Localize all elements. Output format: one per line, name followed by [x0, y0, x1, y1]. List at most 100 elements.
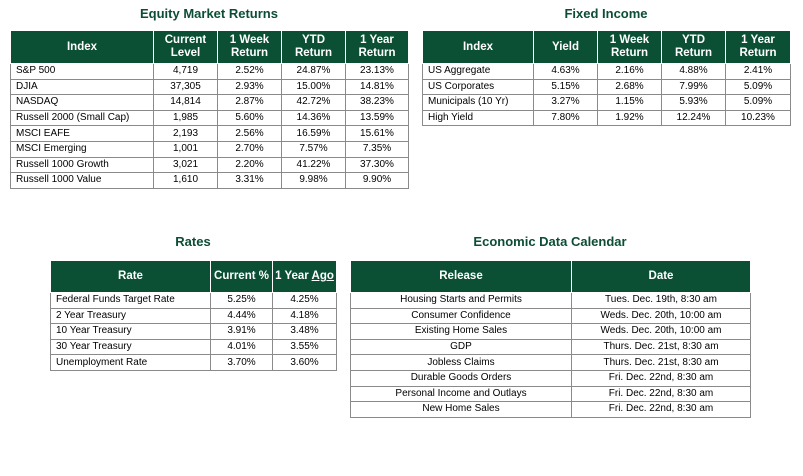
equity-cell: 2.20%	[217, 156, 282, 174]
equity-cell: 2.87%	[217, 94, 282, 111]
rates-row: Unemployment Rate 3.70% 3.60%	[50, 354, 337, 371]
equity-cell: Russell 1000 Value	[10, 172, 154, 189]
fixed-table: Index Yield 1 Week Return YTD Return 1 Y…	[422, 30, 791, 127]
equity-table: Index Current Level 1 Week Return YTD Re…	[10, 30, 409, 189]
fixed-cell: 4.63%	[533, 63, 598, 80]
rates-table: Rate Current % 1 Year Ago Federal Funds …	[50, 260, 337, 371]
calendar-cell: Fri. Dec. 22nd, 8:30 am	[571, 385, 751, 403]
calendar-cell: Fri. Dec. 22nd, 8:30 am	[571, 401, 751, 418]
fixed-header-ytd: YTD Return	[661, 30, 726, 64]
rates-row: 10 Year Treasury 3.91% 3.48%	[50, 323, 337, 340]
equity-cell: 5.60%	[217, 109, 282, 127]
equity-row: MSCI EAFE 2,193 2.56% 16.59% 15.61%	[10, 125, 409, 142]
equity-cell: NASDAQ	[10, 94, 154, 111]
equity-row: S&P 500 4,719 2.52% 24.87% 23.13%	[10, 63, 409, 80]
calendar-cell: Fri. Dec. 22nd, 8:30 am	[571, 369, 751, 387]
rates-header-current: Current %	[210, 260, 273, 293]
calendar-cell: Weds. Dec. 20th, 10:00 am	[571, 307, 751, 325]
rates-cell: 30 Year Treasury	[50, 338, 211, 356]
equity-cell: 24.87%	[281, 63, 346, 80]
fixed-cell: US Corporates	[422, 78, 534, 96]
equity-row: MSCI Emerging 1,001 2.70% 7.57% 7.35%	[10, 140, 409, 158]
equity-cell: 9.90%	[345, 172, 409, 189]
equity-cell: 1,985	[153, 109, 218, 127]
equity-cell: 2.52%	[217, 63, 282, 80]
rates-cell: 3.55%	[272, 338, 337, 356]
calendar-header-row: Release Date	[350, 260, 751, 293]
rates-header-row: Rate Current % 1 Year Ago	[50, 260, 337, 293]
fixed-cell: 5.15%	[533, 78, 598, 96]
fixed-cell: 2.16%	[597, 63, 662, 80]
rates-cell: 4.25%	[272, 292, 337, 309]
equity-cell: 7.35%	[345, 140, 409, 158]
fixed-cell: 7.99%	[661, 78, 726, 96]
rates-cell: 3.48%	[272, 323, 337, 340]
equity-cell: 16.59%	[281, 125, 346, 142]
equity-cell: 1,610	[153, 172, 218, 189]
fixed-cell: 7.80%	[533, 109, 598, 127]
equity-cell: 2.56%	[217, 125, 282, 142]
rates-cell: 2 Year Treasury	[50, 307, 211, 325]
equity-header-index: Index	[10, 30, 154, 64]
rates-row: 2 Year Treasury 4.44% 4.18%	[50, 307, 337, 325]
calendar-row: Durable Goods Orders Fri. Dec. 22nd, 8:30…	[350, 369, 751, 387]
fixed-row: High Yield 7.80% 1.92% 12.24% 10.23%	[422, 109, 791, 127]
fixed-cell: 2.41%	[725, 63, 791, 80]
rates-cell: 3.70%	[210, 354, 273, 371]
fixed-cell: 1.92%	[597, 109, 662, 127]
rates-title: Rates	[175, 234, 211, 249]
equity-cell: 14.81%	[345, 78, 409, 96]
rates-row: Federal Funds Target Rate 5.25% 4.25%	[50, 292, 337, 309]
equity-cell: 14.36%	[281, 109, 346, 127]
equity-cell: 42.72%	[281, 94, 346, 111]
rates-cell: 4.18%	[272, 307, 337, 325]
rates-cell: Federal Funds Target Rate	[50, 292, 211, 309]
fixed-cell: Municipals (10 Yr)	[422, 94, 534, 111]
fixed-row: US Aggregate 4.63% 2.16% 4.88% 2.41%	[422, 63, 791, 80]
equity-row: Russell 2000 (Small Cap) 1,985 5.60% 14.36%…	[10, 109, 409, 127]
rates-cell: 5.25%	[210, 292, 273, 309]
equity-row: DJIA 37,305 2.93% 15.00% 14.81%	[10, 78, 409, 96]
rates-cell: Unemployment Rate	[50, 354, 211, 371]
equity-header-row: Index Current Level 1 Week Return YTD Re…	[10, 30, 409, 64]
rates-header-rate: Rate	[50, 260, 211, 293]
fixed-cell: 5.09%	[725, 94, 791, 111]
fixed-header-yield: Yield	[533, 30, 598, 64]
equity-row: NASDAQ 14,814 2.87% 42.72% 38.23%	[10, 94, 409, 111]
equity-cell: 7.57%	[281, 140, 346, 158]
equity-cell: 1,001	[153, 140, 218, 158]
calendar-table: Release Date Housing Starts and Permits T…	[350, 260, 751, 418]
calendar-cell: Housing Starts and Permits	[350, 292, 572, 309]
fixed-header-index: Index	[422, 30, 534, 64]
equity-cell: 15.00%	[281, 78, 346, 96]
equity-cell: 37,305	[153, 78, 218, 96]
fixed-header-row: Index Yield 1 Week Return YTD Return 1 Y…	[422, 30, 791, 64]
calendar-cell: Thurs. Dec. 21st, 8:30 am	[571, 338, 751, 356]
equity-cell: 37.30%	[345, 156, 409, 174]
fixed-header-week: 1 Week Return	[597, 30, 662, 64]
fixed-title: Fixed Income	[564, 6, 648, 21]
equity-cell: DJIA	[10, 78, 154, 96]
equity-header-year: 1 Year Return	[345, 30, 409, 64]
equity-row: Russell 1000 Value 1,610 3.31% 9.98% 9.90%	[10, 172, 409, 189]
rates-header-ago-word: Ago	[311, 270, 334, 282]
calendar-header-date: Date	[571, 260, 751, 293]
calendar-cell: Tues. Dec. 19th, 8:30 am	[571, 292, 751, 309]
rates-row: 30 Year Treasury 4.01% 3.55%	[50, 338, 337, 356]
rates-header-year-ago: 1 Year Ago	[272, 260, 337, 293]
rates-cell: 3.91%	[210, 323, 273, 340]
fixed-cell: High Yield	[422, 109, 534, 127]
fixed-row: Municipals (10 Yr) 3.27% 1.15% 5.93% 5.09%	[422, 94, 791, 111]
fixed-cell: 10.23%	[725, 109, 791, 127]
equity-cell: 13.59%	[345, 109, 409, 127]
fixed-cell: 4.88%	[661, 63, 726, 80]
fixed-cell: 1.15%	[597, 94, 662, 111]
calendar-cell: Consumer Confidence	[350, 307, 572, 325]
calendar-cell: New Home Sales	[350, 401, 572, 418]
equity-cell: MSCI Emerging	[10, 140, 154, 158]
fixed-row: US Corporates 5.15% 2.68% 7.99% 5.09%	[422, 78, 791, 96]
fixed-cell: 5.93%	[661, 94, 726, 111]
calendar-row: Housing Starts and Permits Tues. Dec. 19t…	[350, 292, 751, 309]
rates-cell: 10 Year Treasury	[50, 323, 211, 340]
fixed-cell: 3.27%	[533, 94, 598, 111]
